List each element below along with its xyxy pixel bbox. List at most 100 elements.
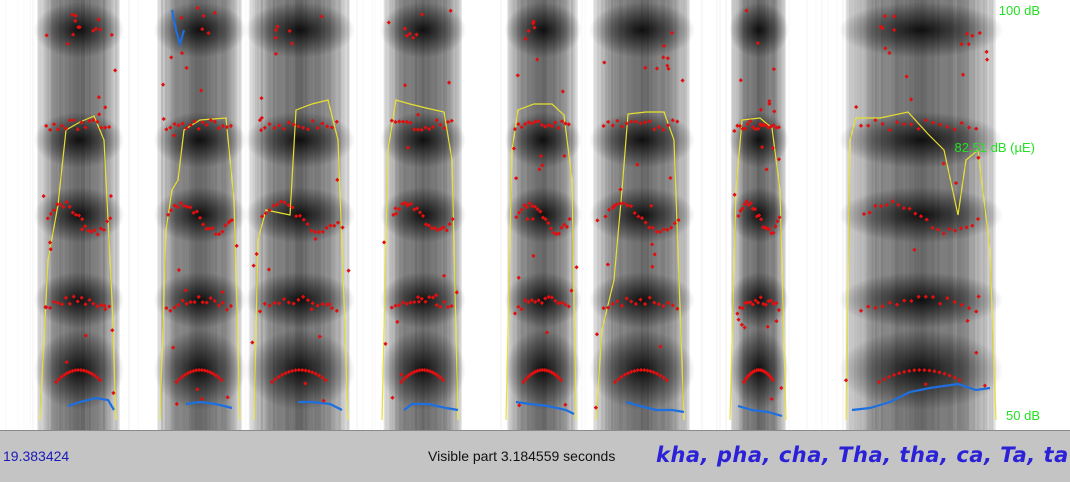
formant-point	[161, 116, 166, 122]
formant-point	[107, 124, 112, 130]
formant-point	[732, 192, 737, 197]
intensity-curve	[253, 99, 349, 421]
pitch-curve	[737, 404, 783, 418]
formant-point	[44, 33, 49, 38]
formant-point	[753, 126, 758, 132]
transcript-text: kha, pha, cha, Tha, tha, ca, Ta, tav,	[656, 443, 1070, 467]
formant-point	[47, 240, 53, 245]
formant-point	[399, 372, 404, 377]
formant-point	[184, 301, 189, 306]
formant-point	[327, 302, 332, 307]
formant-band	[838, 112, 1004, 168]
formant-point	[180, 121, 185, 126]
formant-point	[524, 204, 530, 210]
formant-point	[216, 303, 221, 308]
formant-point	[174, 379, 179, 385]
formant-point	[70, 210, 75, 215]
formant-point	[606, 305, 611, 310]
formant-point	[548, 226, 554, 231]
formant-point	[654, 229, 659, 234]
formant-point	[519, 307, 524, 312]
formant-band	[504, 272, 582, 328]
formant-point	[389, 305, 394, 310]
formant-point	[741, 379, 747, 385]
formant-point	[740, 306, 745, 311]
formant-point	[282, 200, 287, 205]
formant-point	[313, 236, 318, 242]
formant-point	[546, 294, 551, 300]
spectrogram-canvas[interactable]	[0, 0, 1070, 430]
formant-point	[204, 300, 209, 305]
formant-point	[529, 297, 534, 303]
formant-point	[622, 372, 627, 378]
formant-point	[59, 123, 65, 128]
formant-point	[748, 300, 753, 305]
formant-point	[742, 325, 747, 330]
formant-point	[79, 120, 84, 125]
formant-point	[293, 368, 298, 373]
formant-point	[51, 208, 57, 213]
formant-point	[941, 161, 946, 166]
formant-point	[434, 302, 439, 308]
formant-point	[594, 332, 600, 337]
formant-point	[41, 194, 46, 199]
formant-point	[310, 301, 315, 306]
formant-point	[335, 220, 341, 225]
formant-point	[430, 295, 436, 300]
formant-point	[92, 227, 97, 233]
formant-point	[902, 298, 907, 303]
spectrogram-view[interactable]: 100 dB 82.51 dB (µE) 50 dB	[0, 0, 1070, 431]
formant-point	[661, 375, 666, 380]
formant-point	[316, 229, 322, 235]
formant-point	[188, 299, 193, 305]
formant-point	[668, 175, 673, 181]
formant-band	[729, 2, 789, 58]
formant-point	[543, 217, 548, 222]
formant-point	[51, 122, 57, 127]
formant-point	[649, 203, 654, 208]
pitch-curve	[851, 382, 991, 412]
formant-point	[335, 177, 340, 183]
formant-point	[192, 299, 197, 305]
formant-point	[98, 226, 103, 231]
formant-point	[521, 379, 526, 385]
formant-point	[618, 187, 623, 192]
formant-point	[320, 229, 325, 234]
formant-point	[975, 216, 981, 222]
formant-point	[629, 369, 634, 375]
formant-point	[204, 226, 209, 231]
formant-point	[861, 211, 867, 217]
formant-point	[433, 293, 439, 298]
formant-point	[408, 300, 413, 305]
formant-point	[172, 203, 177, 208]
formant-point	[617, 201, 623, 206]
intensity-curve	[729, 117, 787, 421]
formant-point	[64, 199, 69, 205]
formant-point	[208, 117, 213, 123]
formant-point	[176, 123, 181, 128]
formant-point	[259, 214, 265, 219]
formant-point	[514, 215, 519, 220]
formant-point	[176, 267, 182, 273]
formant-point	[974, 309, 979, 314]
formant-point	[104, 219, 110, 224]
formant-point	[86, 228, 91, 233]
intensity-curve	[505, 103, 577, 421]
formant-point	[559, 225, 564, 230]
formant-point	[629, 299, 634, 304]
formant-point	[185, 204, 190, 209]
formant-point	[296, 297, 301, 303]
formant-point	[432, 225, 437, 231]
formant-point	[843, 378, 849, 383]
formant-point	[878, 204, 884, 209]
formant-point	[616, 377, 621, 382]
formant-point	[283, 371, 288, 376]
formant-point	[773, 224, 778, 229]
formant-point	[277, 301, 282, 306]
formant-point	[272, 300, 277, 306]
formant-band	[589, 112, 695, 168]
formant-point	[752, 207, 758, 212]
formant-point	[556, 301, 561, 306]
formant-point	[738, 208, 743, 213]
formant-point	[953, 181, 959, 186]
